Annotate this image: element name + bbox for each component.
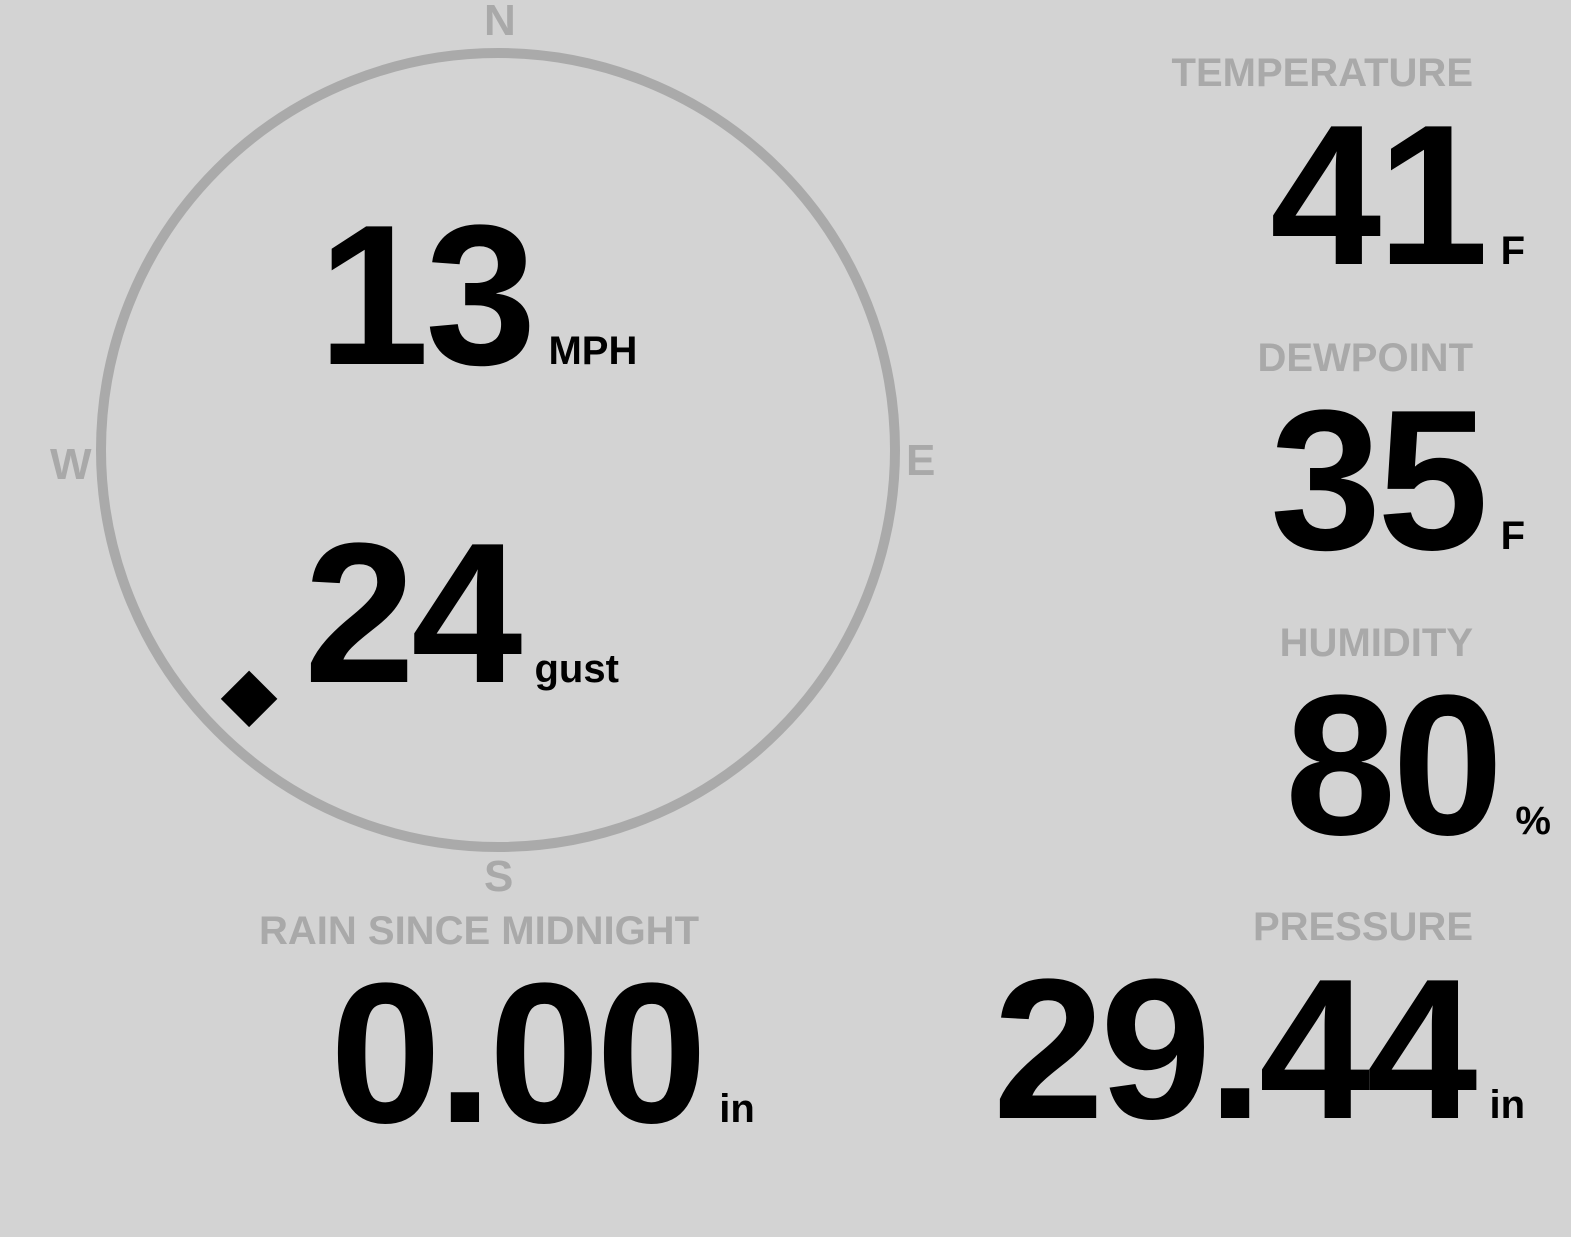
compass-west-label: W [50, 440, 92, 489]
wind-speed-unit: MPH [548, 329, 638, 373]
dewpoint-block: DEWPOINT 35 F [1257, 335, 1525, 581]
humidity-label: HUMIDITY [1279, 621, 1473, 665]
humidity-value: 80 [1284, 654, 1503, 877]
rain-value: 0.00 [330, 942, 707, 1165]
wind-compass [96, 48, 900, 852]
temperature-block: TEMPERATURE 41 F [1172, 50, 1525, 296]
humidity-unit: % [1515, 799, 1551, 843]
compass-ring [96, 48, 900, 852]
pressure-value: 29.44 [992, 938, 1477, 1161]
compass-east-label: E [906, 436, 936, 485]
wind-gust-unit: gust [534, 647, 619, 691]
compass-north-label: N [484, 0, 516, 45]
wind-speed: 13 MPH [318, 196, 637, 396]
dewpoint-value: 35 [1270, 369, 1488, 592]
pressure-label: PRESSURE [1252, 905, 1473, 949]
rain-unit: in [719, 1087, 755, 1131]
pressure-unit: in [1489, 1083, 1525, 1127]
wind-gust-value: 24 [304, 502, 522, 725]
temperature-label: TEMPERATURE [1171, 51, 1473, 95]
rain-label: RAIN SINCE MIDNIGHT [259, 909, 699, 953]
rain: 0.00 in [330, 954, 755, 1154]
dewpoint-label: DEWPOINT [1257, 336, 1473, 380]
wind-gust: 24 gust [304, 514, 619, 714]
wind-direction-marker [220, 670, 278, 728]
temperature-unit: F [1500, 229, 1525, 273]
dewpoint-unit: F [1500, 514, 1525, 558]
wind-speed-value: 13 [318, 184, 536, 407]
compass-south-label: S [484, 852, 514, 901]
pressure-block: PRESSURE 29.44 in [993, 904, 1525, 1150]
humidity-block: HUMIDITY 80 % [1280, 620, 1551, 866]
temperature-value: 41 [1270, 84, 1488, 307]
